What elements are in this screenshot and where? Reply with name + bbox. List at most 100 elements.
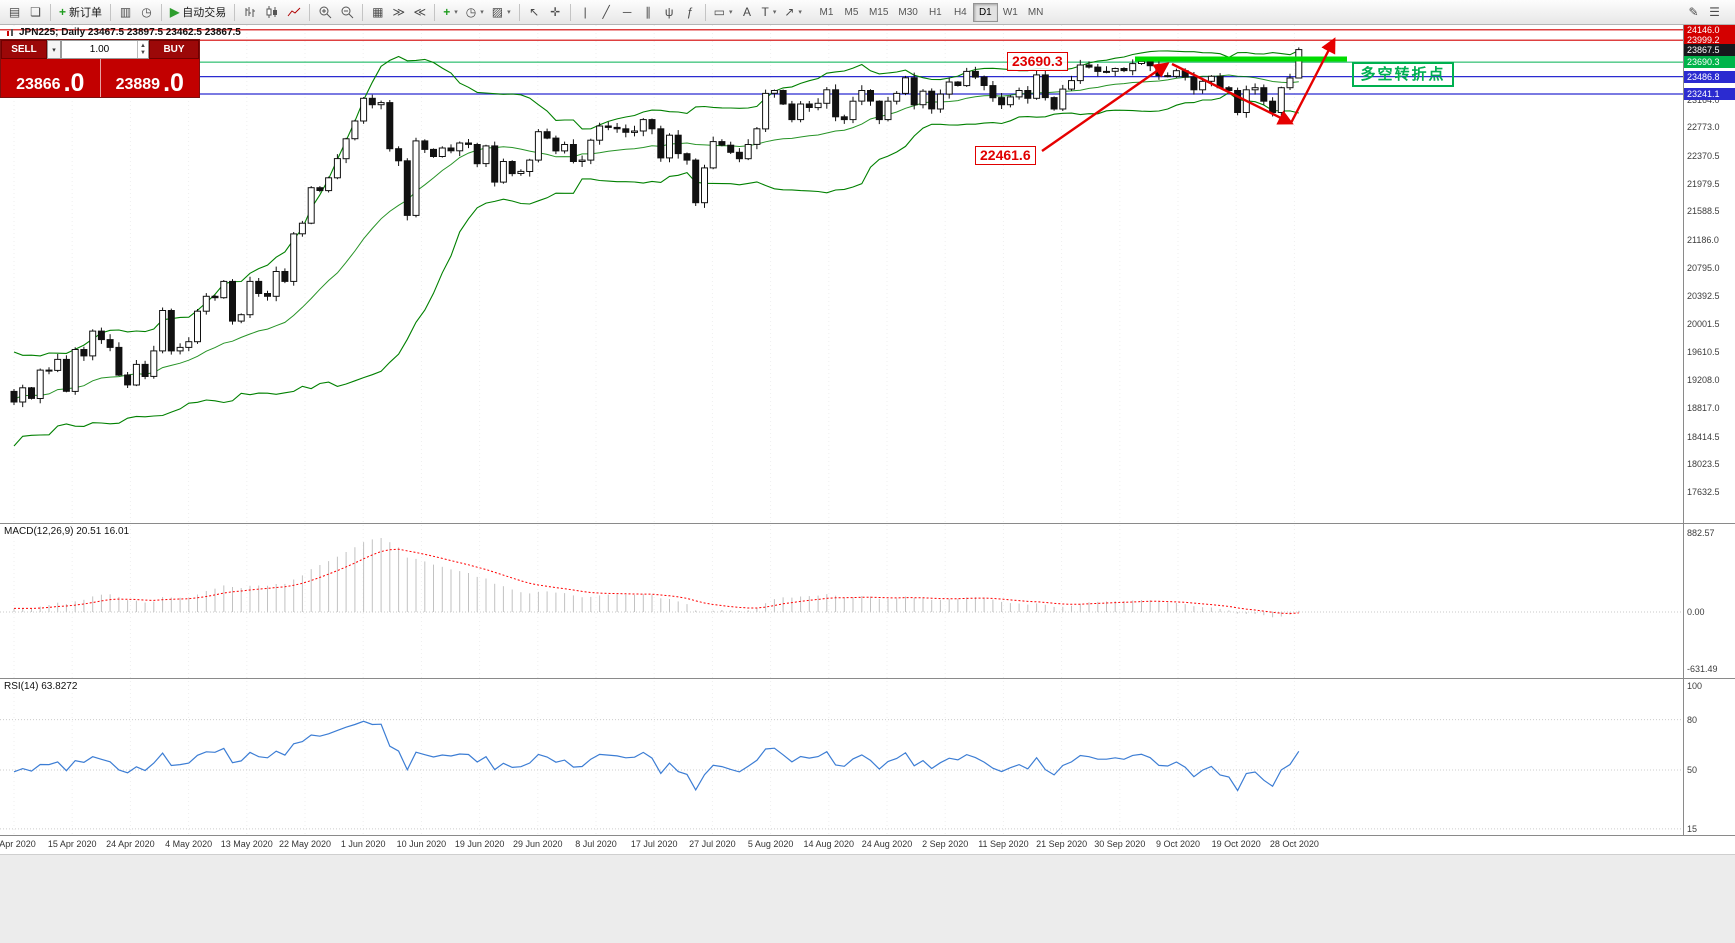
price-axis-label: 18817.0 — [1687, 402, 1720, 413]
volume-dropdown-button[interactable]: ▾ — [47, 40, 61, 59]
price-line-tag: 23690.3 — [1684, 56, 1735, 69]
toolbar-separator — [362, 3, 364, 21]
shapes-icon: ▭ — [713, 5, 725, 19]
text-icon: A — [742, 5, 751, 19]
text-label-icon: T — [761, 5, 769, 19]
periods-button[interactable]: ◷ ▾ — [462, 2, 488, 23]
annotation-swing-low-price[interactable]: 22461.6 — [975, 146, 1036, 165]
trendline-icon: ╱ — [602, 5, 610, 19]
timeframe-h4-button[interactable]: H4 — [948, 3, 973, 22]
chart-bars-button[interactable] — [239, 2, 261, 23]
timeframe-toolbar: M1 M5 M15 M30 H1 H4 D1 W1 MN — [814, 2, 1049, 22]
timeframe-m15-button[interactable]: M15 — [864, 3, 893, 22]
buy-price[interactable]: 23889 .0 — [101, 59, 200, 97]
macd-axis-label: 882.57 — [1687, 528, 1715, 538]
arrows-icon: ↗ — [784, 5, 795, 19]
equidistant-channel-icon: ∥ — [645, 5, 652, 19]
toolbar-separator — [161, 3, 163, 21]
zoom-in-button[interactable] — [314, 2, 336, 23]
strategy-tester-button[interactable]: ▥ — [115, 2, 136, 23]
tile-windows-button[interactable]: ▦ — [367, 2, 388, 23]
price-line-tag: 23486.8 — [1684, 70, 1735, 83]
autotrade-button[interactable]: ▶ 自动交易 — [166, 2, 230, 23]
buy-price-frac: .0 — [163, 69, 184, 97]
volume-stepper[interactable]: ▲ ▼ — [137, 41, 148, 58]
timeframe-w1-button[interactable]: W1 — [998, 3, 1023, 22]
sell-button[interactable]: SELL — [1, 40, 47, 59]
buy-button[interactable]: BUY — [149, 40, 199, 59]
indicators-add-button[interactable]: + ▾ — [439, 2, 462, 23]
timeframe-m5-button[interactable]: M5 — [839, 3, 864, 22]
chart-canvas[interactable] — [0, 0, 1683, 853]
zoom-in-icon — [318, 5, 332, 19]
chart-line-icon — [287, 5, 301, 19]
rsi-label: RSI(14) 63.8272 — [4, 681, 78, 692]
chart-line-button[interactable] — [283, 2, 305, 23]
equidistant-channel-button[interactable]: ∥ — [638, 2, 659, 23]
chart-shift-button[interactable]: ≪ — [409, 2, 430, 23]
date-label: 19 Oct 2020 — [1211, 839, 1261, 849]
date-label: 19 Jun 2020 — [454, 839, 505, 849]
chevron-down-icon: ▾ — [728, 9, 733, 16]
timeframe-m1-button[interactable]: M1 — [814, 3, 839, 22]
chart-title-text: JPN225; Daily 23467.5 23897.5 23462.5 23… — [19, 27, 241, 38]
timeframe-d1-button[interactable]: D1 — [972, 2, 998, 22]
volume-value: 1.00 — [89, 44, 110, 55]
macd-axis-label: -631.49 — [1687, 663, 1718, 674]
templates-button[interactable]: ▨ ▾ — [488, 2, 515, 23]
fibonacci-retracement-button[interactable]: ƒ — [680, 2, 701, 23]
rsi-axis-label: 80 — [1687, 714, 1698, 725]
toolbar-separator — [518, 3, 520, 21]
shapes-button[interactable]: ▭ ▾ — [710, 2, 737, 23]
text-label-button[interactable]: T ▾ — [758, 2, 781, 23]
price-line-tag: 23999.2 — [1684, 34, 1735, 47]
profiles-button[interactable]: ❏ — [25, 2, 46, 23]
new-order-icon: + — [59, 5, 67, 19]
annotation-pivot-text[interactable]: 多空转折点 — [1352, 62, 1454, 87]
chart-edit-button[interactable]: ✎ — [1683, 2, 1704, 23]
docking-button[interactable]: ☰ — [1704, 2, 1725, 23]
panel-separator — [1684, 678, 1735, 679]
horizontal-line-button[interactable]: ─ — [617, 2, 638, 23]
alerts-button[interactable]: ◷ — [136, 2, 157, 23]
chart-bars-icon — [243, 5, 257, 19]
timeframe-h1-button[interactable]: H1 — [923, 3, 948, 22]
toolbar: ▤ ❏ + 新订单 ▥ ◷ ▶ 自动交易 ▦ ≫ ≪ + ▾ ◷ ▾ ▨ ▾ ↖ ✛ | ╱ ─ ∥ ψ ƒ ▭ ▾ A T ▾ ↗ ▾ M1… — [0, 0, 1735, 25]
timeframe-m30-button[interactable]: M30 — [893, 3, 922, 22]
text-button[interactable]: A — [737, 2, 758, 23]
date-label: 2 Sep 2020 — [922, 839, 969, 849]
arrows-button[interactable]: ↗ ▾ — [780, 2, 806, 23]
strategy-tester-icon: ▥ — [119, 5, 132, 19]
fibonacci-retracement-icon: ƒ — [686, 5, 694, 19]
zoom-out-button[interactable] — [336, 2, 358, 23]
date-label: 8 Jul 2020 — [575, 839, 617, 849]
chart-edit-icon: ✎ — [1688, 5, 1699, 19]
auto-scroll-button[interactable]: ≫ — [388, 2, 409, 23]
new-order-label: 新订单 — [69, 7, 103, 19]
crosshair-button[interactable]: ✛ — [545, 2, 566, 23]
price-axis-label: 22370.5 — [1687, 150, 1720, 161]
new-order-button[interactable]: + 新订单 — [55, 2, 106, 23]
toolbar-buttons: ▤ ❏ + 新订单 ▥ ◷ ▶ 自动交易 ▦ ≫ ≪ + ▾ ◷ ▾ ▨ ▾ ↖ ✛ | ╱ ─ ∥ ψ ƒ ▭ ▾ A T ▾ ↗ ▾ — [4, 2, 806, 23]
new-chart-button[interactable]: ▤ — [4, 2, 25, 23]
toolbar-separator — [704, 3, 706, 21]
price-axis-label: 20795.0 — [1687, 262, 1720, 273]
one-click-trading-panel: SELL ▾ 1.00 ▲ ▼ BUY 23866 .0 23889 .0 — [0, 39, 200, 98]
macd-axis-label: 0.00 — [1687, 607, 1705, 617]
trade-panel-controls: SELL ▾ 1.00 ▲ ▼ BUY — [1, 40, 199, 59]
andrews-pitchfork-button[interactable]: ψ — [659, 2, 680, 23]
rsi-axis-label: 100 — [1687, 681, 1703, 691]
panel-separator — [1684, 523, 1735, 524]
vertical-line-button[interactable]: | — [575, 2, 596, 23]
chart-svg — [0, 29, 1683, 836]
chart-candles-button[interactable] — [261, 2, 283, 23]
timeframe-mn-button[interactable]: MN — [1023, 3, 1049, 22]
bottom-spacer — [0, 854, 1735, 943]
annotation-resistance-price[interactable]: 23690.3 — [1007, 52, 1068, 71]
cursor-button[interactable]: ↖ — [524, 2, 545, 23]
date-label: 1 Jun 2020 — [340, 839, 386, 849]
current-price-tag: 23867.5 — [1684, 43, 1735, 56]
trendline-button[interactable]: ╱ — [596, 2, 617, 23]
volume-input[interactable]: 1.00 ▲ ▼ — [61, 40, 149, 59]
sell-price[interactable]: 23866 .0 — [1, 59, 101, 97]
